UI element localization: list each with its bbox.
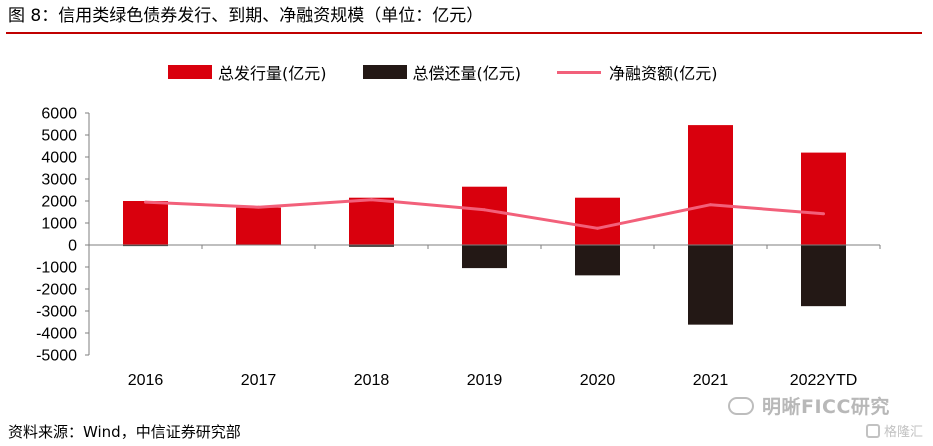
y-tick-label: -4000 (36, 326, 77, 343)
y-tick-label: 2000 (41, 194, 77, 211)
bar-issuance-2022YTD (801, 152, 846, 245)
point-net-financing-2022YTD (822, 212, 825, 216)
watermark-secondary-text: 格隆汇 (884, 425, 924, 440)
wechat-icon (728, 396, 754, 415)
y-tick-label: -5000 (36, 348, 77, 365)
bar-repayment-2016 (123, 245, 168, 247)
x-tick-label-2020: 2020 (580, 372, 616, 389)
bar-issuance-2019 (462, 186, 507, 245)
legend-swatch-net-financing (557, 70, 601, 74)
watermark-secondary: 格隆汇 (866, 421, 923, 440)
y-tick-label: -2000 (36, 282, 77, 299)
x-tick-label-2021: 2021 (693, 372, 729, 389)
figure-title: 图 8：信用类绿色债券发行、到期、净融资规模（单位：亿元） (8, 6, 484, 26)
bar-issuance-2018 (349, 197, 394, 245)
bar-issuance-2016 (123, 201, 168, 245)
legend-item-net-financing: 净融资额(亿元) (557, 60, 718, 84)
x-tick-label-2016: 2016 (128, 372, 164, 389)
point-net-financing-2019 (483, 208, 486, 212)
legend-label-issuance: 总发行量(亿元) (218, 64, 327, 83)
point-net-financing-2021 (709, 203, 712, 207)
bar-repayment-2018 (349, 245, 394, 247)
y-tick-label: -3000 (36, 304, 77, 321)
x-tick-label-2018: 2018 (354, 372, 390, 389)
legend-item-issuance: 总发行量(亿元) (168, 60, 327, 84)
legend-swatch-repayment (362, 65, 407, 79)
x-tick-label-2022YTD: 2022YTD (790, 372, 858, 389)
source-note: 资料来源：Wind，中信证券研究部 (8, 423, 241, 441)
legend-label-repayment: 总偿还量(亿元) (412, 64, 522, 83)
y-tick-label: 1000 (41, 216, 77, 233)
y-tick-label: 6000 (41, 106, 77, 123)
legend-label-net-financing: 净融资额(亿元) (609, 64, 718, 83)
watermark: 明晰FICC研究 (728, 392, 890, 419)
title-rule (6, 32, 922, 34)
x-tick-label-2017: 2017 (241, 372, 277, 389)
bar-issuance-2017 (236, 207, 281, 245)
point-net-financing-2017 (257, 205, 260, 209)
y-tick-label: -1000 (36, 260, 77, 277)
point-net-financing-2016 (144, 200, 147, 204)
bar-issuance-2021 (688, 125, 733, 245)
bar-issuance-2020 (575, 197, 620, 245)
bar-repayment-2021 (688, 245, 733, 325)
bar-repayment-2019 (462, 245, 507, 269)
x-tick-label-2019: 2019 (467, 372, 503, 389)
bar-repayment-2020 (575, 245, 620, 276)
legend-swatch-issuance (168, 65, 212, 79)
y-tick-label: 5000 (41, 128, 77, 145)
bar-repayment-2022YTD (801, 245, 846, 307)
legend-item-repayment: 总偿还量(亿元) (362, 60, 522, 84)
gelonghui-logo-icon (866, 423, 880, 438)
watermark-text: 明晰FICC研究 (762, 396, 890, 418)
y-tick-label: 4000 (41, 150, 77, 167)
point-net-financing-2018 (370, 198, 373, 202)
y-tick-label: 3000 (41, 172, 77, 189)
y-tick-label: 0 (68, 238, 77, 255)
point-net-financing-2020 (596, 226, 599, 230)
legend: 总发行量(亿元) 总偿还量(亿元) 净融资额(亿元) (168, 60, 754, 84)
